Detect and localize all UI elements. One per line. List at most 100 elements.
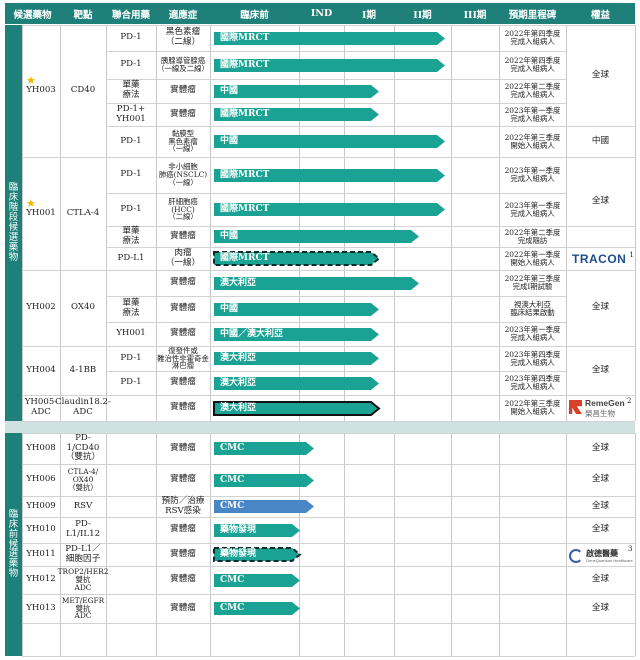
milestone-cell: 2023年第一季度 完成入組病人	[504, 105, 561, 123]
combo-cell: PD-1	[120, 169, 142, 180]
genequantum-mark-icon	[569, 549, 583, 563]
drug-name: YH002	[26, 302, 56, 313]
combo-cell: 單藥 療法	[122, 298, 140, 318]
indication-cell: 胰腺導管腺癌 （一線及二線）	[157, 56, 209, 73]
indication-cell: 實體瘤	[170, 277, 196, 288]
header-indication: 適應症	[168, 9, 198, 21]
rights-cell: 全球	[591, 602, 610, 613]
progress-bar: 中國／澳大利亞	[214, 328, 379, 341]
section-band-clinical	[5, 25, 22, 421]
progress-bar-label: 國際MRCT	[220, 170, 270, 180]
progress-bar-label: 國際MRCT	[220, 60, 270, 70]
milestone-cell: 2023年第一季度 完成入組病人	[504, 200, 561, 218]
combo-cell: 單藥 療法	[122, 225, 140, 246]
drug-target: PD-L1／ 細胞因子	[65, 543, 101, 564]
indication-cell: 實體瘤	[170, 402, 196, 413]
remegen-logo: RemeGen 榮昌生物 2	[569, 397, 633, 418]
remegen-logo-cn: 榮昌生物	[585, 409, 615, 418]
progress-bar-label: CMC	[220, 501, 245, 511]
milestone-cell: 2023年第四季度 完成入組病人	[504, 374, 561, 391]
combo-cell: PD-L1	[117, 252, 145, 263]
progress-bar: 中國	[214, 135, 445, 148]
genequantum-logo-sub: GeneQuantum Healthcare	[586, 558, 633, 563]
drug-target: OX40	[71, 302, 95, 313]
progress-bar-label: 國際MRCT	[220, 204, 270, 214]
milestone-cell: 2022年第三季度 完成I期試驗	[504, 274, 561, 291]
combo-cell: PD-1	[120, 135, 142, 146]
drug-name: YH006	[26, 474, 56, 485]
drug-target: TROP2/HER2 雙抗 ADC	[57, 567, 109, 592]
progress-bar-label: 國際MRCT	[220, 109, 270, 119]
indication-cell: 實體瘤	[170, 474, 196, 485]
remegen-mark-icon	[569, 400, 582, 414]
progress-bar-label: 中國	[220, 86, 239, 96]
progress-bar: 國際MRCT	[214, 32, 445, 45]
milestone-cell: 2022年第四季度 完成入組病人	[504, 56, 561, 73]
drug-target: RSV	[73, 500, 93, 511]
milestone-cell: 2022年第二季度 完成入組病人	[504, 82, 561, 99]
section-divider	[5, 421, 635, 433]
drug-target: PD-1/CD40 （雙抗）	[65, 433, 101, 463]
milestone-cell: 2022年第三季度 開始入組病人	[504, 132, 561, 150]
header-combo: 聯合用藥	[111, 9, 150, 21]
progress-bar: 國際MRCT	[214, 59, 445, 72]
section-band-preclinical	[5, 433, 22, 656]
drug-name: YH009	[26, 500, 56, 511]
progress-bar: 國際MRCT	[214, 169, 445, 182]
header-phase2: II期	[413, 9, 432, 21]
footnote-marker: 3	[628, 545, 633, 553]
milestone-cell: 2022年第四季度 完成入組病人	[504, 29, 561, 46]
progress-bar-label: 國際MRCT	[220, 253, 270, 263]
indication-cell: 實體瘤	[170, 303, 196, 314]
rights-cell: 全球	[591, 442, 610, 453]
drug-name: YH005-ADC	[24, 397, 58, 417]
milestone-cell: 2022年第三季度 開始入組病人	[504, 399, 561, 416]
rights-cell: 全球	[591, 196, 610, 207]
indication-cell: 實體瘤	[170, 602, 196, 613]
drug-name: YH004	[26, 364, 56, 375]
progress-bar: 國際MRCT	[214, 108, 379, 121]
drug-name: YH003	[26, 85, 56, 96]
drug-target: 4-1BB	[69, 364, 97, 375]
progress-bar-label: 中國	[220, 136, 239, 146]
remegen-logo-text: RemeGen	[585, 398, 625, 408]
indication-cell: 黏膜型 黑色素瘤 （一線）	[168, 128, 198, 154]
combo-cell: YH001	[116, 328, 146, 339]
rights-cell: 全球	[591, 500, 610, 511]
indication-cell: 預防／治療 RSV感染	[161, 495, 205, 516]
progress-bar: 澳大利亞	[214, 277, 419, 290]
drug-name: YH010	[26, 524, 56, 535]
tracon-logo: TRACON 1	[572, 251, 634, 267]
indication-cell: 實體瘤	[170, 108, 196, 119]
header-phase1: I期	[362, 9, 376, 21]
indication-cell: 實體瘤	[170, 574, 196, 585]
indication-cell: 實體瘤	[170, 328, 196, 339]
indication-cell: 肝細胞癌 (HCC) （二線）	[168, 196, 198, 222]
indication-cell: 黑色素瘤 （二線）	[165, 27, 201, 47]
milestone-cell: 2022年第一季度 開始入組病人	[504, 249, 561, 267]
drug-target: CD40	[70, 85, 96, 96]
header-rights: 權益	[590, 9, 610, 21]
drug-target: PD-L1/IL12	[65, 519, 101, 539]
progress-bar-label: CMC	[220, 443, 245, 453]
milestone-cell: 2023年第一季度 完成入組病人	[504, 166, 561, 183]
progress-bar-label: CMC	[220, 603, 245, 613]
indication-cell: 實體瘤	[170, 230, 196, 241]
header-candidate: 候選藥物	[13, 9, 52, 21]
progress-bar: CMC	[214, 500, 314, 513]
header-target: 靶點	[73, 9, 93, 21]
tracon-logo-text: TRACON	[572, 252, 627, 266]
section-label-preclinical: 臨床前候選藥物	[8, 508, 19, 580]
rights-cell: 全球	[591, 524, 610, 535]
header-milestone: 預期里程碑	[508, 9, 557, 21]
progress-bar-label: 澳大利亞	[220, 378, 257, 388]
combo-cell: PD-1+ YH001	[116, 103, 146, 124]
combo-cell: PD-1	[120, 59, 142, 70]
indication-cell: 實體瘤	[170, 85, 196, 96]
progress-bar-label: 澳大利亞	[220, 403, 257, 413]
genequantum-logo-text: 啟德醫藥	[586, 548, 618, 558]
progress-bar: CMC	[214, 474, 314, 487]
combo-cell: PD-1	[120, 203, 142, 214]
progress-bar-label: CMC	[220, 475, 245, 485]
progress-bar: CMC	[214, 442, 314, 455]
